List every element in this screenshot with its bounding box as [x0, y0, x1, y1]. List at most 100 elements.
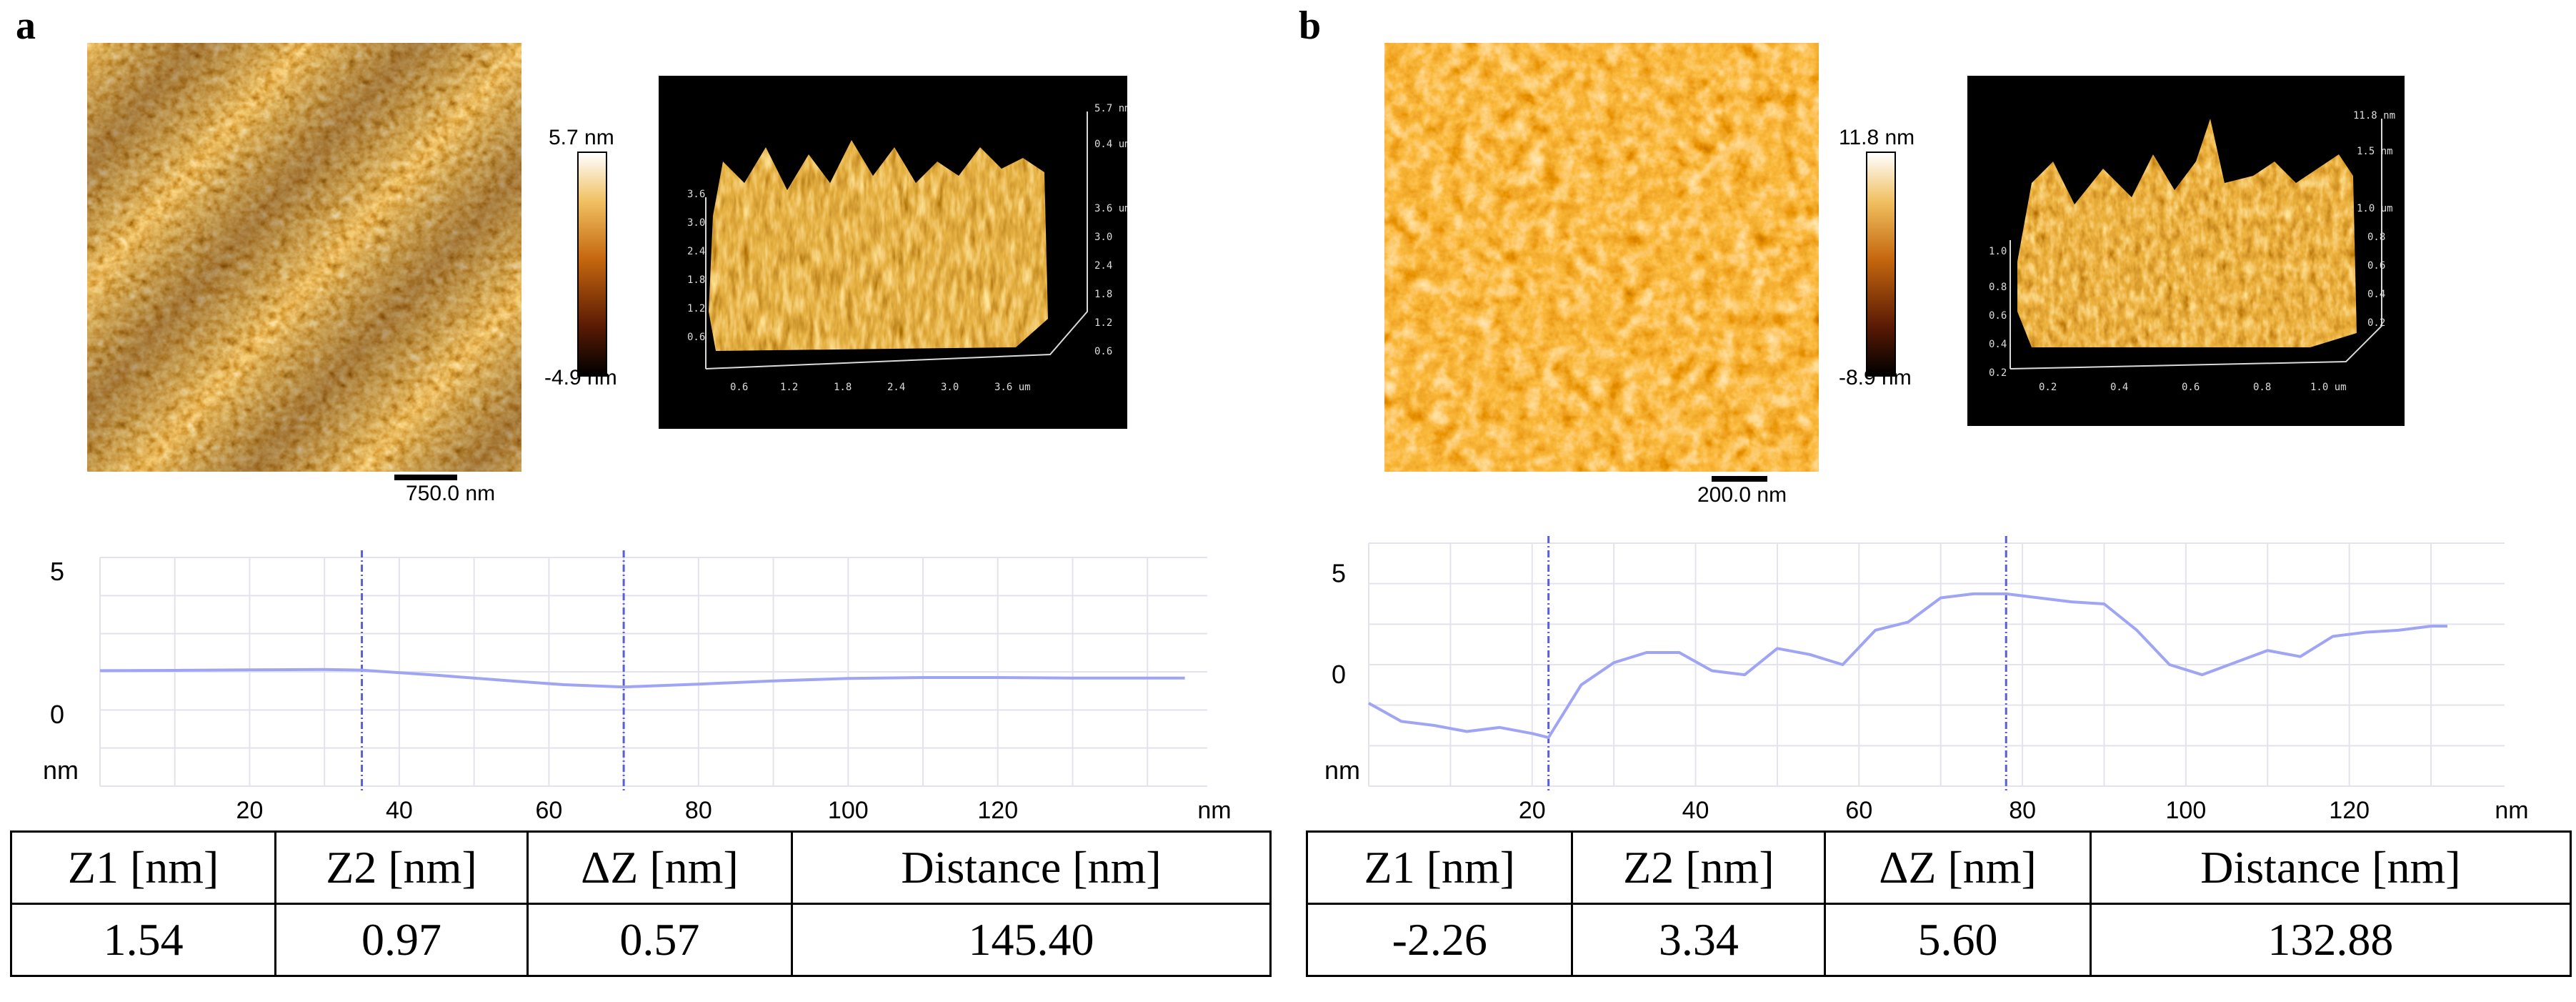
- svg-text:0.2: 0.2: [2367, 317, 2385, 329]
- svg-text:0.6: 0.6: [2182, 382, 2200, 393]
- value-delta-z: 5.60: [1824, 903, 2092, 977]
- svg-text:1.2: 1.2: [687, 303, 705, 314]
- svg-text:0.8: 0.8: [1989, 282, 2007, 293]
- measurement-table: Z1 [nm] Z2 [nm] ΔZ [nm] Distance [nm] 1.…: [9, 830, 1272, 977]
- svg-text:0.4: 0.4: [2110, 382, 2128, 393]
- svg-text:0.4 um: 0.4 um: [1094, 139, 1127, 150]
- y-tick-label: 5: [50, 557, 64, 586]
- y-axis-unit: nm: [1324, 755, 1360, 785]
- header-delta-z: ΔZ [nm]: [526, 830, 794, 905]
- y-tick-label: 5: [1332, 559, 1346, 588]
- svg-text:0.8: 0.8: [2253, 382, 2271, 393]
- svg-text:0.6: 0.6: [730, 382, 748, 393]
- svg-text:5.7 nm: 5.7 nm: [1094, 103, 1127, 114]
- svg-text:1.2: 1.2: [1094, 317, 1112, 329]
- x-axis-unit: nm: [1197, 797, 1231, 824]
- panel-label: a: [16, 4, 36, 48]
- svg-text:1.5 nm: 1.5 nm: [2357, 146, 2393, 157]
- svg-text:1.0: 1.0: [1989, 246, 2007, 257]
- header-distance: Distance [nm]: [2089, 830, 2572, 905]
- svg-text:2.4: 2.4: [887, 382, 905, 393]
- scale-bar-label: 200.0 nm: [1697, 483, 1787, 507]
- table-header-row: Z1 [nm] Z2 [nm] ΔZ [nm] Distance [nm]: [1305, 830, 2572, 905]
- colorbar-min-label: -4.9 nm: [544, 366, 617, 390]
- header-z1: Z1 [nm]: [9, 830, 277, 905]
- svg-text:0.2: 0.2: [2039, 382, 2057, 393]
- afm-height-image: [1384, 43, 1819, 472]
- x-tick-label: 80: [685, 797, 712, 824]
- svg-text:0.6: 0.6: [1094, 346, 1112, 357]
- line-profile-chart: 5 0 nm 20 40 60 80 100 120 nm: [1304, 529, 2576, 829]
- value-distance: 132.88: [2089, 903, 2572, 977]
- colorbar-min-label: -8.9 nm: [1839, 366, 1912, 390]
- header-delta-z: ΔZ [nm]: [1824, 830, 2092, 905]
- x-tick-label: 120: [977, 797, 1018, 824]
- svg-text:1.2: 1.2: [780, 382, 798, 393]
- panel-a: a: [0, 0, 1272, 1002]
- grid: [99, 557, 1207, 787]
- x-tick-label: 60: [535, 797, 562, 824]
- svg-text:0.8: 0.8: [2367, 232, 2385, 243]
- y-tick-label: 0: [50, 700, 64, 729]
- header-z2: Z2 [nm]: [274, 830, 529, 905]
- panel-b: b 200.0 nm 11.8 nm -8.9 nm: [1299, 0, 2576, 1002]
- header-z1: Z1 [nm]: [1305, 830, 1574, 905]
- svg-text:3.0: 3.0: [687, 217, 705, 229]
- svg-text:3.6 um: 3.6 um: [1094, 203, 1127, 214]
- grid: [1368, 542, 2505, 787]
- x-axis-unit: nm: [2495, 797, 2528, 824]
- svg-text:2.4: 2.4: [687, 246, 705, 257]
- colorbar-max-label: 11.8 nm: [1839, 126, 1915, 149]
- x-tick-label: 20: [236, 797, 264, 824]
- value-z2: 0.97: [274, 903, 529, 977]
- svg-text:1.8: 1.8: [834, 382, 852, 393]
- x-tick-label: 120: [2329, 797, 2370, 824]
- scale-bar-label: 750.0 nm: [406, 482, 496, 505]
- value-z1: -2.26: [1305, 903, 1574, 977]
- profile-line: [99, 668, 1185, 689]
- svg-text:0.6: 0.6: [2367, 260, 2385, 272]
- value-z2: 3.34: [1571, 903, 1827, 977]
- header-z2: Z2 [nm]: [1571, 830, 1827, 905]
- svg-text:0.2: 0.2: [1989, 367, 2007, 379]
- x-tick-label: 80: [2009, 797, 2036, 824]
- svg-text:1.0 um: 1.0 um: [2357, 203, 2393, 214]
- afm-height-image: [87, 43, 521, 472]
- table-row: 1.54 0.97 0.57 145.40: [9, 903, 1272, 977]
- svg-text:11.8 nm: 11.8 nm: [2353, 110, 2395, 121]
- x-tick-label: 20: [1519, 797, 1546, 824]
- svg-text:1.8: 1.8: [687, 274, 705, 286]
- svg-text:3.6 um: 3.6 um: [994, 382, 1031, 393]
- svg-text:3.0: 3.0: [1094, 232, 1112, 243]
- scale-bar: [1712, 476, 1767, 482]
- svg-text:0.6: 0.6: [687, 332, 705, 343]
- colorbar-max-label: 5.7 nm: [549, 126, 614, 149]
- x-tick-label: 100: [828, 797, 869, 824]
- svg-text:3.0: 3.0: [941, 382, 959, 393]
- x-tick-label: 60: [1845, 797, 1872, 824]
- table-row: -2.26 3.34 5.60 132.88: [1305, 903, 2572, 977]
- value-delta-z: 0.57: [526, 903, 794, 977]
- y-axis-unit: nm: [43, 755, 79, 785]
- header-distance: Distance [nm]: [791, 830, 1272, 905]
- value-distance: 145.40: [791, 903, 1272, 977]
- table-header-row: Z1 [nm] Z2 [nm] ΔZ [nm] Distance [nm]: [9, 830, 1272, 905]
- afm-3d-topography: 3.6 3.0 2.4 1.8 1.2 0.6 5.7 nm 0.4 um 3.6 um 3…: [659, 76, 1127, 429]
- y-tick-label: 0: [1332, 660, 1346, 689]
- x-tick-label: 40: [386, 797, 413, 824]
- svg-text:0.4: 0.4: [1989, 339, 2007, 350]
- panel-label: b: [1299, 4, 1322, 48]
- value-z1: 1.54: [9, 903, 277, 977]
- svg-text:2.4: 2.4: [1094, 260, 1112, 272]
- measurement-table: Z1 [nm] Z2 [nm] ΔZ [nm] Distance [nm] -2…: [1305, 830, 2572, 977]
- afm-3d-topography: 1.0 0.8 0.6 0.4 0.2 11.8 nm 1.5 nm 1.0 um 0.8…: [1967, 76, 2405, 426]
- svg-text:1.8: 1.8: [1094, 289, 1112, 300]
- svg-text:0.4: 0.4: [2367, 289, 2385, 300]
- line-profile-chart: 5 0 nm 20 40 60 80 100 120 nm: [0, 543, 1272, 829]
- svg-text:3.6: 3.6: [687, 189, 705, 200]
- svg-text:0.6: 0.6: [1989, 310, 2007, 322]
- height-colorbar: [1866, 152, 1896, 377]
- profile-line: [1368, 592, 2447, 739]
- height-colorbar: [577, 152, 607, 377]
- svg-text:1.0 um: 1.0 um: [2310, 382, 2347, 393]
